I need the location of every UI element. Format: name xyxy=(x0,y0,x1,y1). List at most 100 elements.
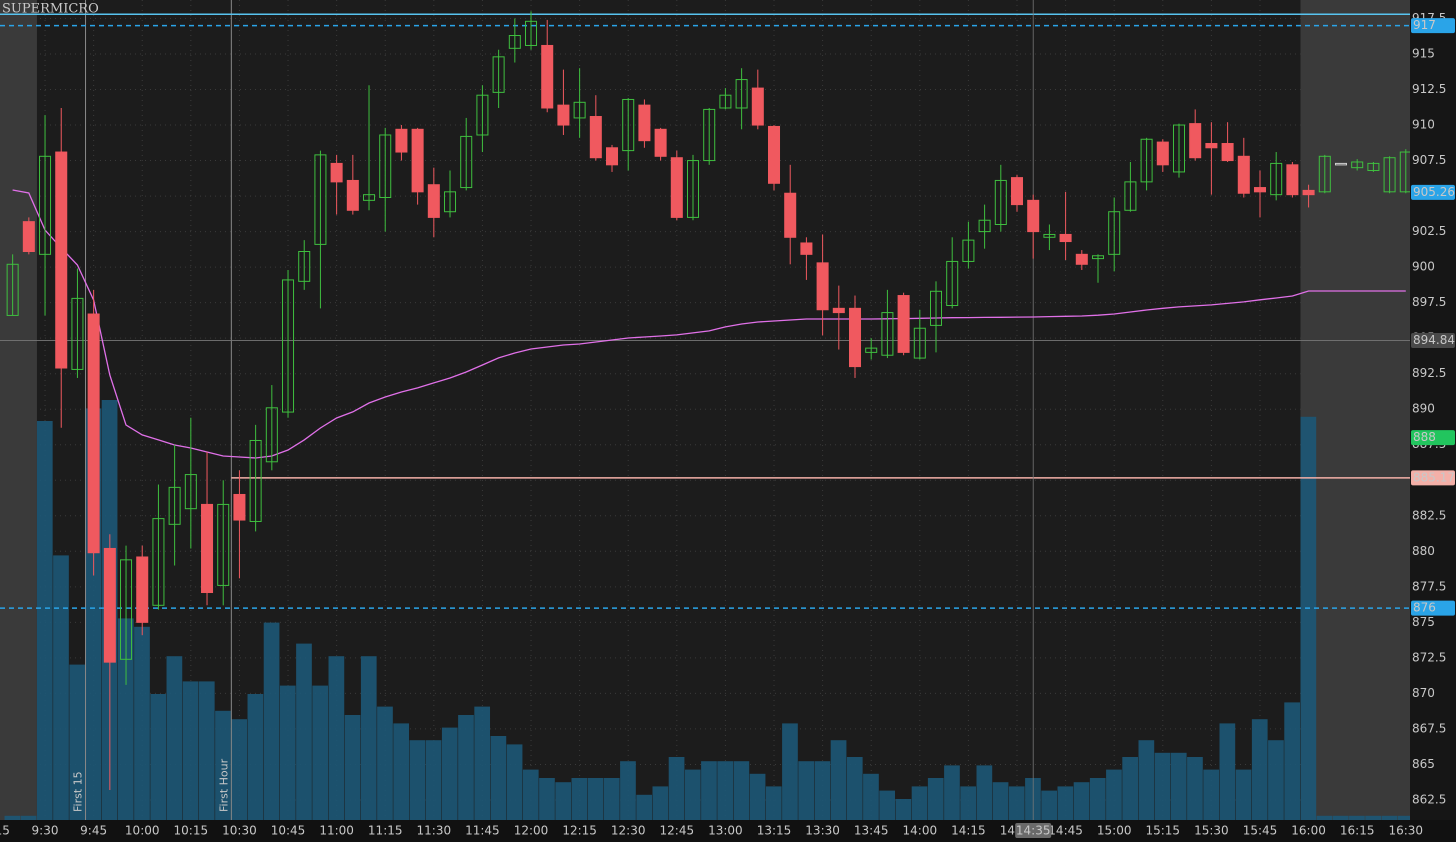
volume-bar xyxy=(895,799,912,820)
candle-body xyxy=(946,260,959,306)
candle-body xyxy=(1302,189,1315,196)
y-tick-label: 875 xyxy=(1412,615,1435,629)
candle-body xyxy=(1172,124,1186,173)
candle-body xyxy=(249,439,262,522)
volume-bar xyxy=(798,761,815,820)
candle-body xyxy=(1010,177,1024,206)
candle-body xyxy=(265,407,278,463)
x-tick-label: 10:30 xyxy=(222,824,257,838)
x-tick-label: 9:15 xyxy=(0,824,10,838)
volume-bar xyxy=(69,664,86,820)
candle-body xyxy=(881,312,894,356)
x-tick-label: 15:15 xyxy=(1145,824,1180,838)
candle-body xyxy=(832,307,845,314)
candle-body xyxy=(379,134,392,199)
candle-body xyxy=(962,239,975,262)
y-tick-label: 865 xyxy=(1412,757,1435,771)
volume-bar xyxy=(312,685,329,820)
candle-body xyxy=(816,262,829,311)
candle-body xyxy=(622,98,635,152)
x-tick-label: 13:45 xyxy=(854,824,889,838)
crosshair-price-tag: 894.84 xyxy=(1413,333,1455,347)
volume-bar xyxy=(1008,786,1025,820)
volume-bar xyxy=(1106,769,1122,820)
candle-body xyxy=(201,503,214,594)
candle-body xyxy=(703,108,716,162)
y-tick-label: 907.5 xyxy=(1412,153,1446,167)
candle-body xyxy=(508,35,521,49)
price-tag: 876 xyxy=(1413,601,1436,615)
volume-bar xyxy=(620,761,636,820)
candle-body xyxy=(1075,253,1088,265)
candle-body xyxy=(606,147,619,166)
x-tick-label: 13:00 xyxy=(708,824,743,838)
candle-body xyxy=(735,79,748,109)
crosshair-price-tag-box xyxy=(1411,332,1455,348)
candle-body xyxy=(1237,155,1250,194)
volume-bar xyxy=(117,618,134,820)
candle-body xyxy=(573,101,586,119)
volume-bar xyxy=(1073,782,1090,820)
y-tick-label: 877.5 xyxy=(1412,579,1446,593)
candle-body xyxy=(1270,162,1283,196)
candle-body xyxy=(363,194,376,201)
volume-bar xyxy=(1251,719,1268,820)
x-tick-label: 9:30 xyxy=(32,824,59,838)
y-tick-label: 910 xyxy=(1412,118,1435,132)
candle-body xyxy=(87,313,100,554)
candle-body xyxy=(444,191,457,213)
candle-body xyxy=(184,474,197,510)
volume-bar xyxy=(1203,769,1219,820)
x-tick-label: 14:00 xyxy=(903,824,938,838)
candle-body xyxy=(1399,151,1410,193)
price-tag-box xyxy=(1411,600,1455,616)
y-tick-label: 872.5 xyxy=(1412,650,1446,664)
candle-body xyxy=(994,179,1007,226)
candle-body xyxy=(168,486,181,525)
candle-body xyxy=(978,219,991,233)
volume-bar xyxy=(393,723,410,820)
candle-body xyxy=(913,327,926,359)
volume-bar xyxy=(150,694,167,820)
volume-bar xyxy=(814,761,831,820)
volume-bar xyxy=(571,778,588,820)
candle-body xyxy=(768,125,781,184)
volume-bar xyxy=(1138,740,1155,820)
volume-bar xyxy=(863,773,879,820)
candle-body xyxy=(1140,138,1153,183)
volume-bar xyxy=(328,656,345,820)
volume-bar xyxy=(1381,815,1398,820)
price-tag-box xyxy=(1411,184,1455,200)
volume-bar xyxy=(733,761,750,820)
candle-body xyxy=(152,518,165,606)
x-tick-label: 16:30 xyxy=(1388,824,1423,838)
x-tick-label: 12:45 xyxy=(660,824,695,838)
volume-bar xyxy=(830,740,847,820)
x-tick-label: 9:45 xyxy=(80,824,107,838)
candle-body xyxy=(557,104,570,126)
volume-bar xyxy=(279,685,296,820)
x-tick-label: 13:15 xyxy=(757,824,792,838)
volume-bar xyxy=(652,786,669,820)
candle-body xyxy=(1156,141,1169,166)
candle-body xyxy=(460,135,473,189)
x-tick-label: 10:15 xyxy=(174,824,209,838)
x-tick-label: 13:30 xyxy=(805,824,840,838)
x-tick-label: 15:30 xyxy=(1194,824,1229,838)
x-tick-label: 12:00 xyxy=(514,824,549,838)
price-tag: 917 xyxy=(1413,18,1436,32)
candle-body xyxy=(55,151,68,369)
candle-body xyxy=(800,242,813,255)
y-tick-label: 890 xyxy=(1412,402,1435,416)
volume-bar xyxy=(377,706,393,820)
volume-bar xyxy=(1219,723,1236,820)
volume-bar xyxy=(944,765,960,820)
volume-bar xyxy=(879,790,896,820)
session-marker-label: First 15 xyxy=(72,771,85,812)
candle-body xyxy=(929,290,943,326)
candle-body xyxy=(1189,123,1202,159)
x-tick-label: 11:45 xyxy=(465,824,500,838)
candle-body xyxy=(314,154,327,245)
volume-bar xyxy=(701,761,717,820)
plot-area xyxy=(0,0,1410,820)
